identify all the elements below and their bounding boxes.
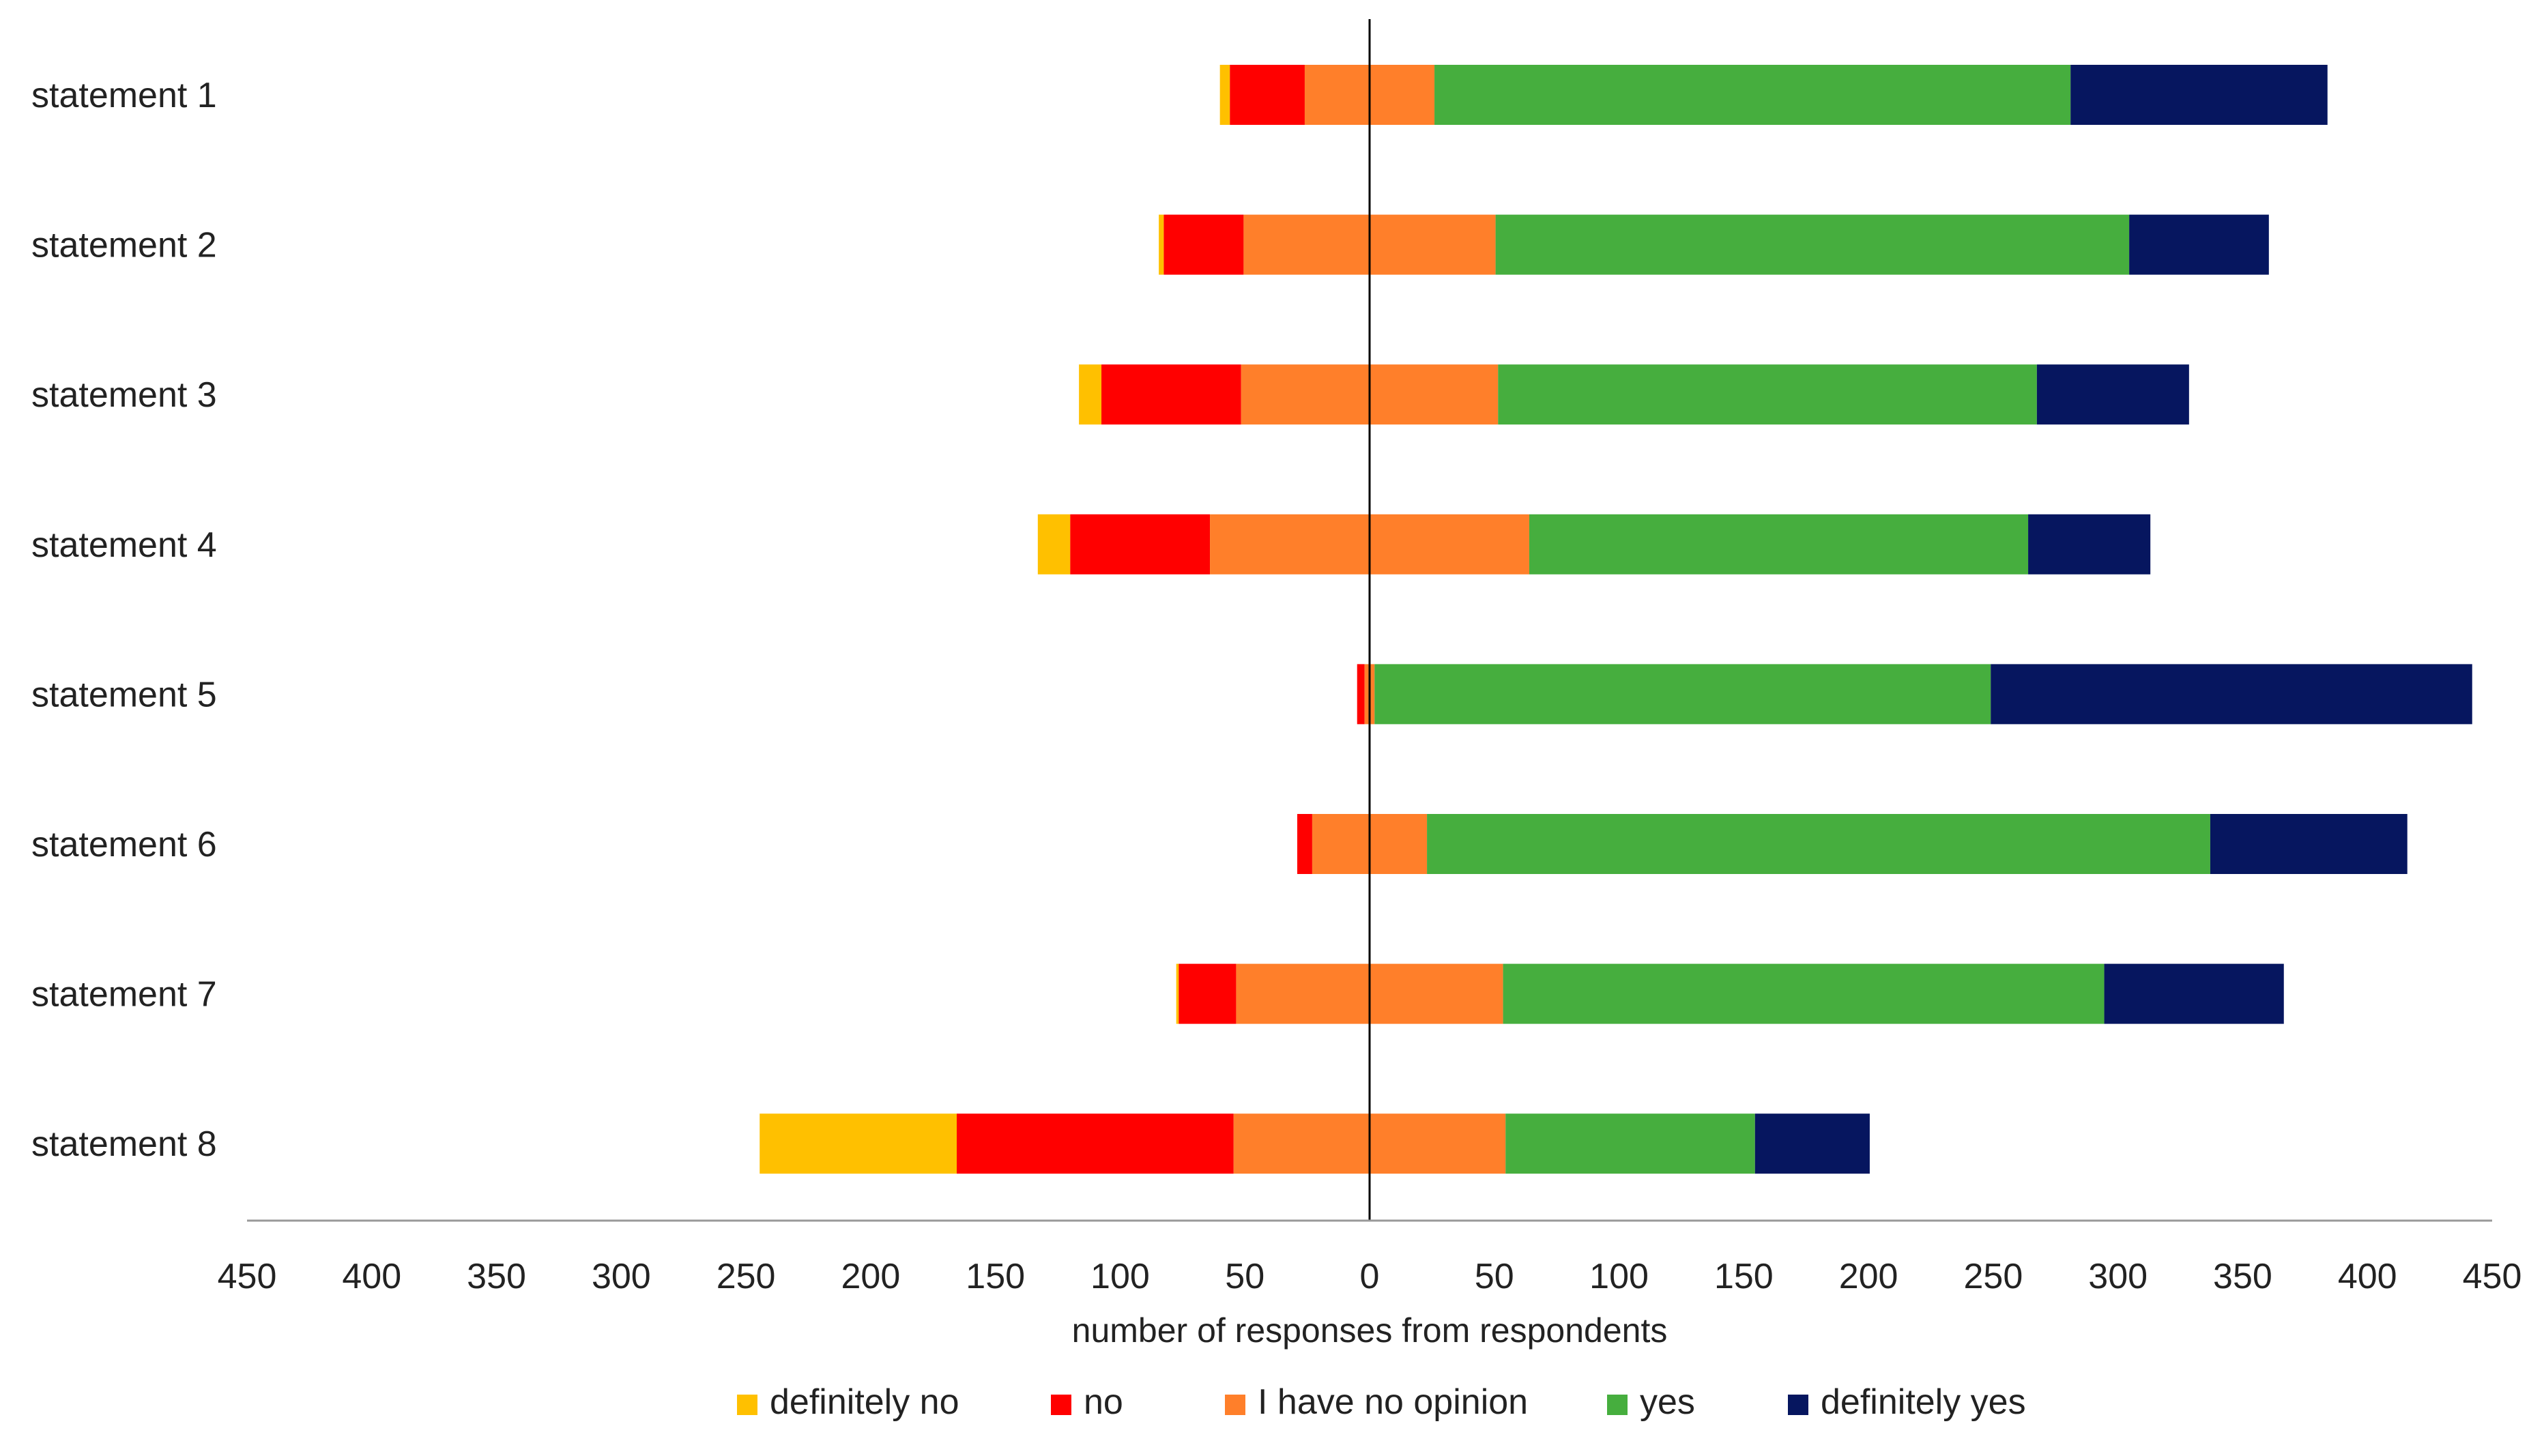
bar-definitely-yes-statement-1	[2070, 65, 2328, 125]
x-tick-label: 300	[2088, 1257, 2148, 1296]
bar-definitely-no-statement-1	[1219, 65, 1230, 125]
bar-yes-statement-8	[1505, 1113, 1755, 1174]
bar-definitely-yes-statement-8	[1754, 1113, 1870, 1174]
category-label-1: statement 1	[31, 76, 217, 115]
category-label-6: statement 6	[31, 825, 217, 864]
legend-label-definitely-yes: definitely yes	[1821, 1382, 2026, 1422]
bar-no-statement-1	[1230, 65, 1305, 125]
bar-definitely-no-statement-4	[1037, 514, 1071, 574]
legend-label-no: no	[1084, 1382, 1123, 1422]
x-tick-label: 200	[1839, 1257, 1898, 1296]
x-tick-label: 100	[1589, 1257, 1649, 1296]
x-tick-label: 350	[2213, 1257, 2272, 1296]
x-tick-label: 300	[592, 1257, 651, 1296]
bar-no-statement-4	[1070, 514, 1211, 574]
x-tick-label: 50	[1475, 1257, 1514, 1296]
bar-yes-statement-7	[1503, 963, 2105, 1024]
x-tick-label: 100	[1090, 1257, 1150, 1296]
category-labels: statement 1 statement 2 statement 3 stateme…	[31, 76, 217, 1164]
x-tick-label: 50	[1225, 1257, 1264, 1296]
legend-swatch-no	[1051, 1395, 1071, 1415]
bar-yes-statement-1	[1434, 65, 2071, 125]
x-tick-label: 400	[342, 1257, 401, 1296]
x-tick-label: 250	[717, 1257, 776, 1296]
category-label-4: statement 4	[31, 525, 217, 565]
bar-no-statement-7	[1179, 963, 1237, 1024]
category-label-8: statement 8	[31, 1124, 217, 1164]
bar-definitely-yes-statement-6	[2210, 814, 2408, 874]
bar-definitely-no-statement-3	[1079, 364, 1102, 425]
category-label-5: statement 5	[31, 675, 217, 714]
bar-definitely-no-statement-7	[1176, 963, 1179, 1024]
bar-yes-statement-5	[1374, 664, 1991, 725]
x-tick-label: 200	[841, 1257, 901, 1296]
bar-definitely-yes-statement-5	[1991, 664, 2472, 725]
category-label-3: statement 3	[31, 375, 217, 415]
x-tick-label: 150	[1714, 1257, 1774, 1296]
bar-yes-statement-6	[1427, 814, 2210, 874]
category-label-7: statement 7	[31, 975, 217, 1015]
bar-definitely-yes-statement-3	[2036, 364, 2189, 425]
bar-yes-statement-2	[1495, 214, 2130, 275]
x-tick-labels: 450 400 350 300 250 200 150 100 50 0 50 100 150 200 25…	[218, 1257, 2522, 1296]
legend-swatch-yes	[1607, 1395, 1628, 1415]
legend: definitely no no I have no opinion yes defin…	[737, 1382, 2026, 1422]
bar-no-statement-8	[957, 1113, 1234, 1174]
legend-label-definitely-no: definitely no	[770, 1382, 959, 1422]
x-tick-label: 0	[1360, 1257, 1380, 1296]
x-tick-label: 350	[467, 1257, 526, 1296]
bar-yes-statement-4	[1529, 514, 2029, 574]
bar-yes-statement-3	[1498, 364, 2037, 425]
x-tick-label: 150	[966, 1257, 1025, 1296]
bar-definitely-yes-statement-7	[2104, 963, 2284, 1024]
x-tick-label: 450	[2463, 1257, 2522, 1296]
x-tick-label: 450	[218, 1257, 277, 1296]
bar-no-statement-2	[1163, 214, 1244, 275]
bars-layer	[760, 65, 2472, 1174]
legend-swatch-i-have-no-opinion	[1225, 1395, 1245, 1415]
bar-no-statement-5	[1357, 664, 1365, 725]
legend-swatch-definitely-yes	[1788, 1395, 1808, 1415]
legend-swatch-definitely-no	[737, 1395, 757, 1415]
x-tick-label: 400	[2338, 1257, 2397, 1296]
bar-no-statement-3	[1101, 364, 1241, 425]
category-label-2: statement 2	[31, 226, 217, 265]
bar-no-statement-6	[1297, 814, 1312, 874]
bar-definitely-yes-statement-2	[2129, 214, 2269, 275]
x-tick-label: 250	[1964, 1257, 2023, 1296]
bar-definitely-no-statement-2	[1159, 214, 1164, 275]
legend-label-yes: yes	[1640, 1382, 1695, 1422]
x-axis-title: number of responses from respondents	[1072, 1311, 1668, 1350]
bar-definitely-no-statement-8	[760, 1113, 957, 1174]
legend-label-i-have-no-opinion: I have no opinion	[1258, 1382, 1528, 1422]
bar-definitely-yes-statement-4	[2028, 514, 2151, 574]
